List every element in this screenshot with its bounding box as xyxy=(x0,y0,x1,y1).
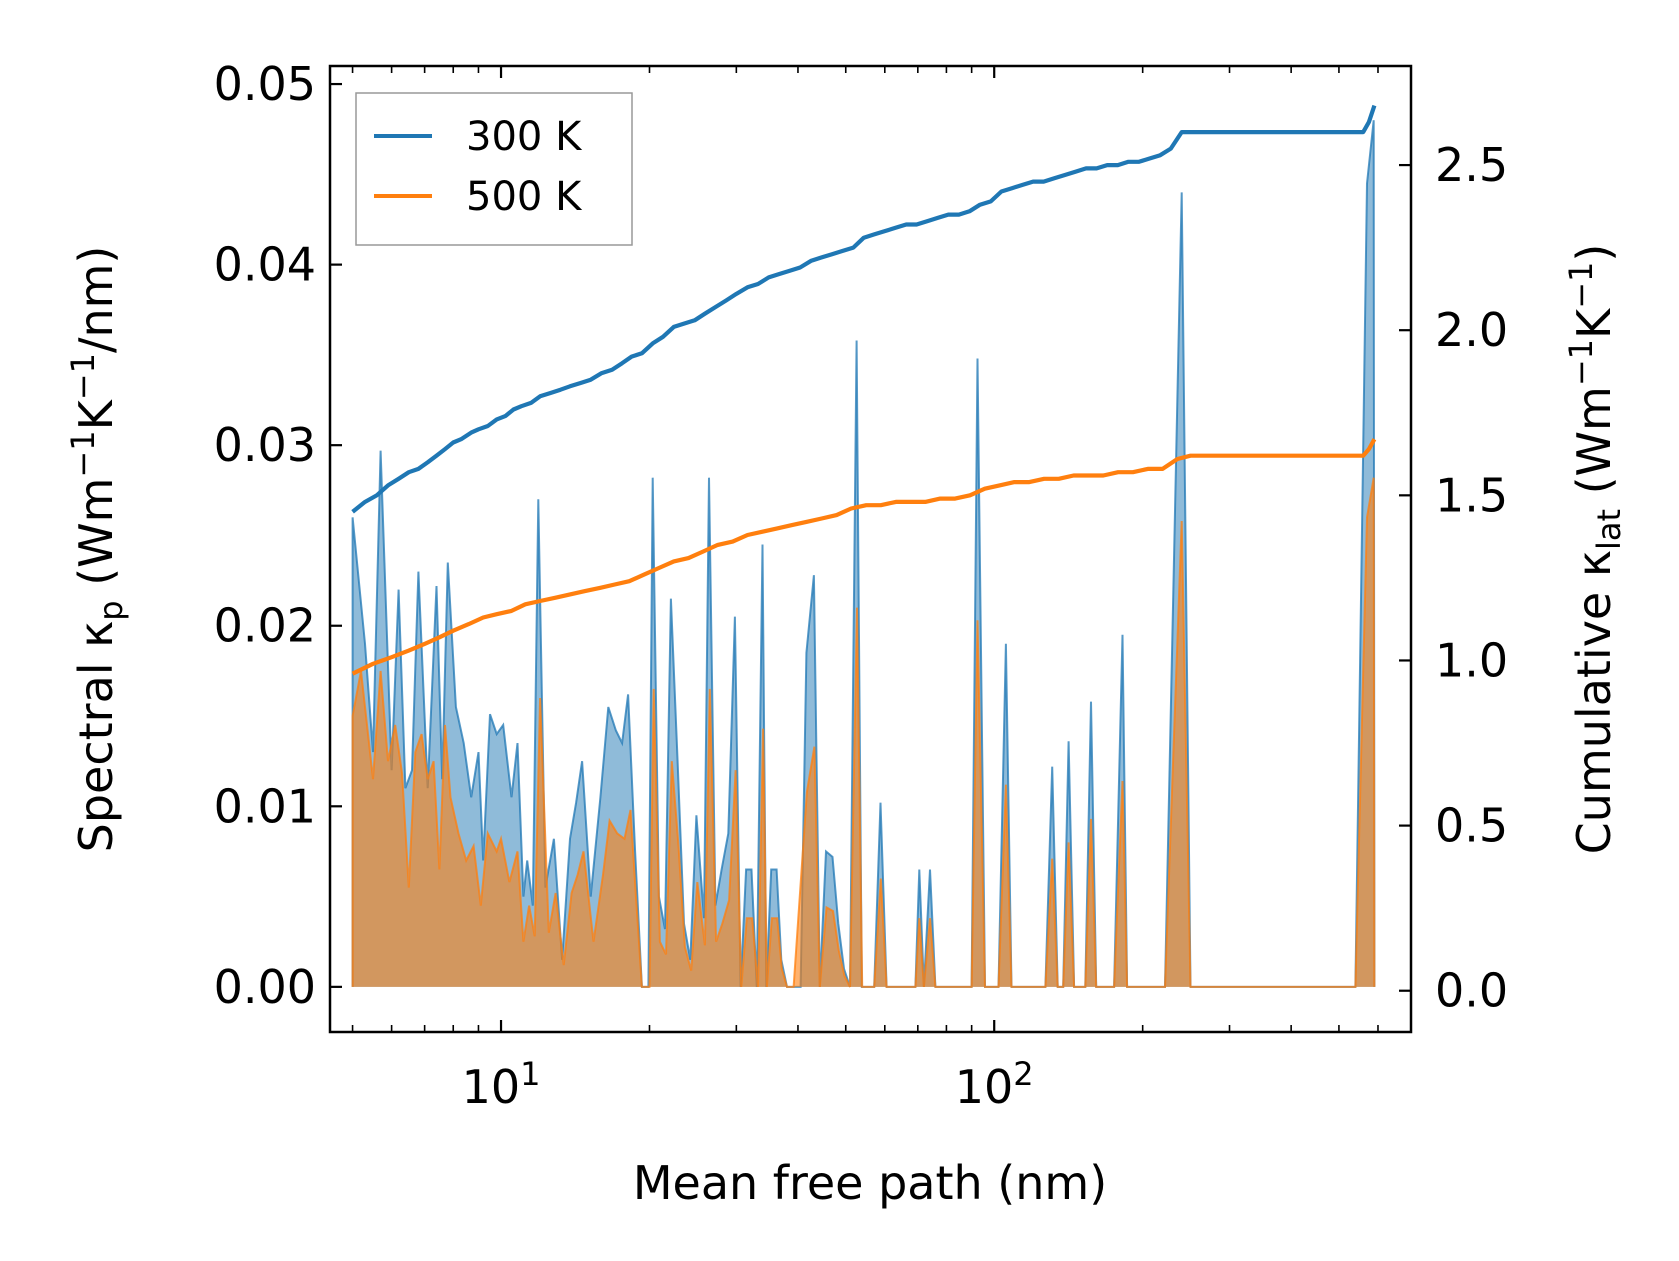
right-axis-label-end: ) xyxy=(1567,244,1621,262)
right-tick-label: 2.5 xyxy=(1435,138,1508,192)
cumulative-line-500k xyxy=(351,438,1377,676)
legend-label-300k: 300 K xyxy=(466,114,583,160)
left-tick-label: 0.00 xyxy=(214,960,316,1014)
right-tick-label: 2.0 xyxy=(1435,303,1508,357)
spectral-area-300k xyxy=(352,120,1375,987)
x-tick-label-exp: 2 xyxy=(1013,1055,1033,1093)
x-axis-label: Mean free path (nm) xyxy=(633,1156,1107,1210)
x-tick-label: 101 xyxy=(462,1055,541,1114)
right-tick-label: 0.5 xyxy=(1435,799,1508,853)
cumulative-line-300k xyxy=(351,104,1377,514)
left-axis-label-exp1: −1 xyxy=(64,430,102,477)
legend: 300 K 500 K xyxy=(355,92,633,246)
left-axis-label-exp2: −1 xyxy=(64,353,102,400)
right-tick-label: 1.5 xyxy=(1435,468,1508,522)
right-axis-label-sub: lat xyxy=(1590,509,1628,550)
left-tick-label: 0.05 xyxy=(214,57,316,111)
x-tick-label: 102 xyxy=(955,1055,1034,1114)
left-axis-label: Spectral κp (Wm−1K−1/nm) xyxy=(64,246,130,853)
right-tick-label: 0.0 xyxy=(1435,964,1508,1018)
left-tick-label: 0.02 xyxy=(214,599,316,653)
left-tick-label: 0.03 xyxy=(214,418,316,472)
x-tick-label-exp: 1 xyxy=(520,1055,540,1093)
left-axis-label-main: Spectral κ xyxy=(69,621,123,853)
x-tick-label-base: 10 xyxy=(462,1060,521,1114)
right-tick-label: 1.0 xyxy=(1435,633,1508,687)
left-axis-label-k: K xyxy=(69,398,123,430)
right-axis-label-exp2: −1 xyxy=(1562,262,1600,309)
x-tick-label-base: 10 xyxy=(955,1060,1014,1114)
spectral-area-500k xyxy=(352,477,1375,987)
legend-box xyxy=(355,92,633,246)
right-axis-label: Cumulative κlat (Wm−1K−1) xyxy=(1562,244,1628,855)
plot-frame xyxy=(328,64,1413,1034)
legend-label-500k: 500 K xyxy=(466,174,583,220)
spectral-line-500k xyxy=(351,477,1376,988)
spectral-line-300k xyxy=(351,120,1376,988)
left-tick-label: 0.04 xyxy=(214,238,316,292)
spectral-fills xyxy=(351,120,1376,988)
left-tick-label: 0.01 xyxy=(214,779,316,833)
cumulative-lines xyxy=(351,104,1377,676)
left-axis-label-unit: (Wm xyxy=(69,478,123,601)
right-axis-label-k: K xyxy=(1567,307,1621,339)
right-axis-label-unit: (Wm xyxy=(1567,386,1621,509)
left-axis-label-sub: p xyxy=(92,600,130,620)
right-axis-label-exp1: −1 xyxy=(1562,339,1600,386)
left-axis-label-end: /nm) xyxy=(69,246,123,353)
right-axis-label-main: Cumulative κ xyxy=(1567,550,1621,854)
